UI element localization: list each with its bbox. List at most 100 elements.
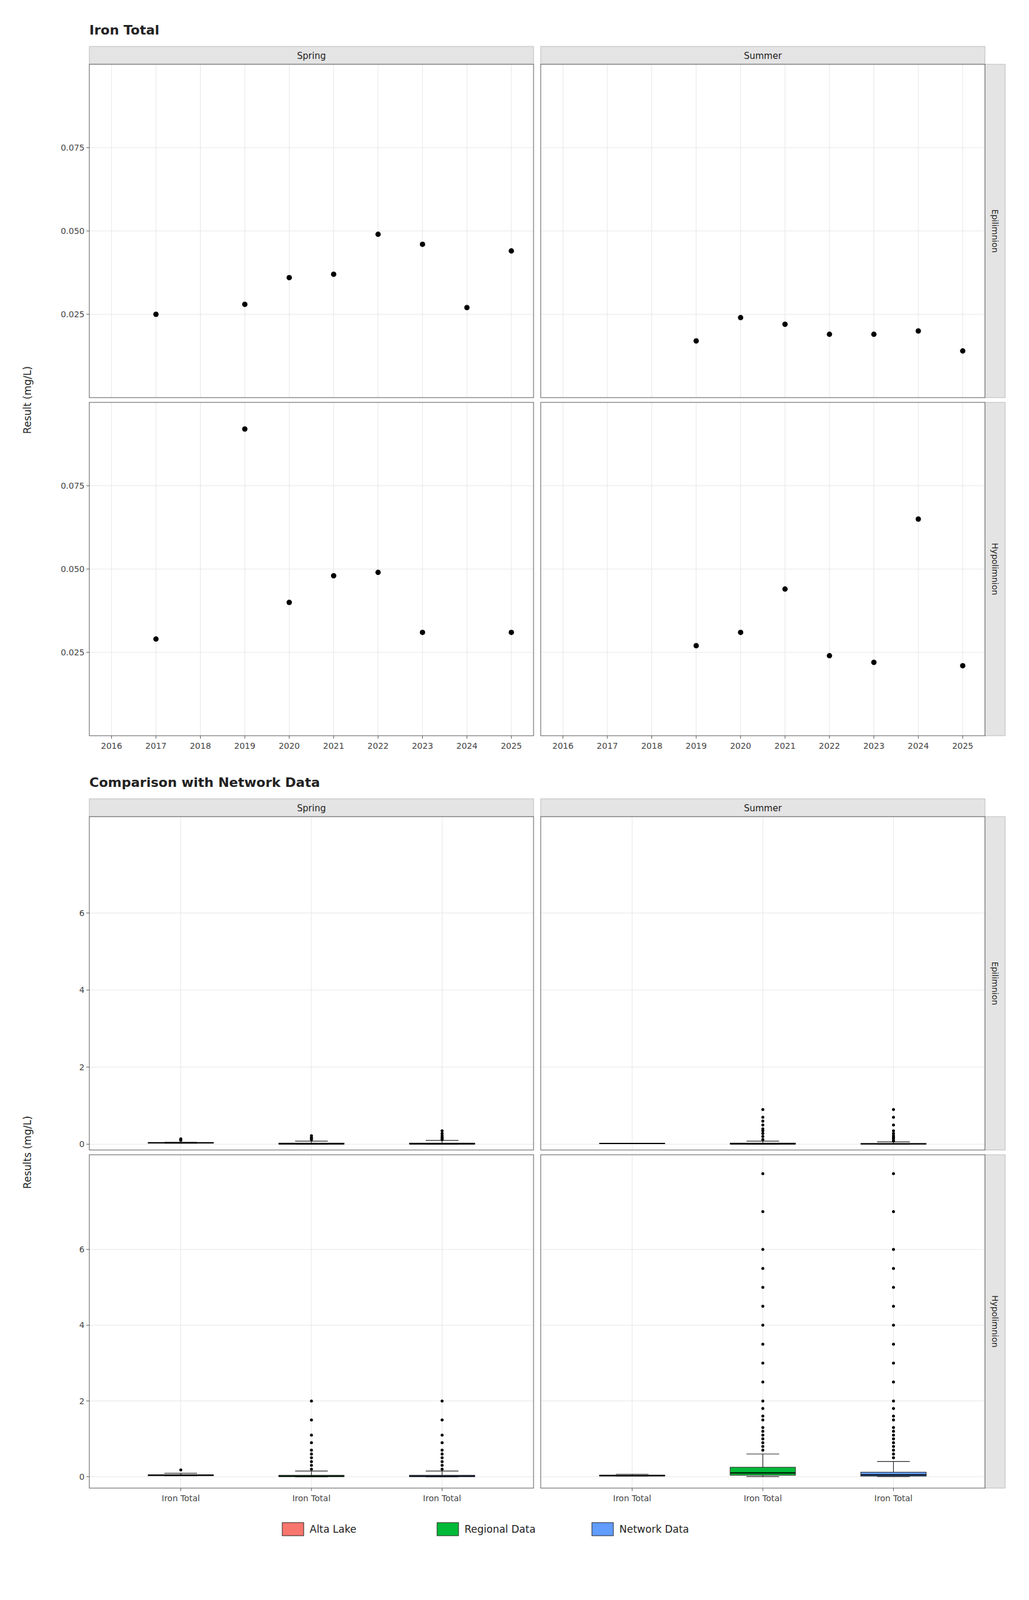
y-tick-label: 0.025: [60, 647, 85, 658]
x-tick-label: 2024: [456, 741, 478, 751]
x-tick: [651, 736, 653, 739]
x-tick: [311, 1488, 313, 1492]
grid-line: [540, 1144, 985, 1146]
scatter-point: [242, 301, 248, 308]
box-flier: [892, 1433, 896, 1437]
box-flier: [892, 1426, 896, 1430]
y-tick-label: 0.075: [60, 481, 85, 491]
chart-box: Comparison with Network DataResults (mg/…: [21, 775, 1006, 1504]
chart-root: Iron TotalResult (mg/L)SpringSummerEpili…: [0, 0, 1029, 1600]
box: [730, 1108, 796, 1146]
x-tick: [466, 736, 468, 739]
box-median: [861, 1143, 927, 1146]
grid-line: [244, 64, 246, 398]
box-flier: [761, 1449, 765, 1453]
panel-frame: [540, 817, 985, 1151]
facet-strip: [984, 402, 1006, 737]
grid-line: [200, 402, 201, 737]
marks: [148, 1129, 476, 1145]
grid-line: [762, 817, 764, 1151]
box-median: [730, 1143, 796, 1146]
grid-line: [441, 1155, 443, 1489]
box-flier: [440, 1441, 444, 1445]
box: [278, 1399, 345, 1478]
x-tick-label: 2025: [952, 741, 974, 751]
panel: 0.0250.0500.0752016201720182019202020212…: [60, 402, 534, 751]
grid-line: [606, 402, 608, 737]
grid-line: [89, 1144, 534, 1146]
y-tick-label: 4: [79, 1320, 85, 1331]
box-flier: [761, 1380, 765, 1384]
box-flier: [440, 1460, 444, 1464]
y-tick: [86, 569, 90, 570]
scatter-point: [419, 630, 426, 636]
y-tick: [86, 1249, 90, 1251]
box-flier: [892, 1430, 896, 1434]
panel-background: [89, 817, 534, 1151]
box-body: [861, 1472, 927, 1477]
box: [278, 1134, 345, 1146]
grid-line: [180, 817, 182, 1151]
facet-column-label: Spring: [297, 803, 326, 815]
box-flier: [761, 1362, 765, 1366]
grid-line: [918, 402, 919, 737]
box-flier: [761, 1138, 765, 1142]
box-flier: [892, 1343, 896, 1347]
x-tick: [740, 736, 741, 739]
x-tick-label: 2019: [234, 741, 256, 751]
box-flier: [892, 1445, 896, 1449]
box-flier: [892, 1210, 896, 1214]
facet-strip: [984, 817, 1006, 1151]
y-tick-label: 0.050: [60, 564, 85, 575]
box: [409, 1399, 476, 1478]
box-flier: [892, 1457, 896, 1461]
x-tick-label: 2021: [774, 741, 796, 751]
box-flier: [440, 1449, 444, 1453]
x-tick: [962, 736, 963, 739]
scatter-point: [915, 328, 922, 335]
scatter-point: [693, 338, 700, 344]
whisker-high: [310, 1471, 312, 1476]
x-tick-label: 2016: [552, 741, 574, 751]
marks: [599, 1172, 927, 1477]
box-flier: [310, 1460, 314, 1464]
box-flier: [892, 1324, 896, 1328]
box-flier: [761, 1441, 765, 1445]
grid-line: [200, 64, 201, 398]
scatter-point: [959, 663, 966, 669]
scatter-point: [782, 321, 788, 327]
box-flier: [761, 1426, 765, 1430]
panel-frame: [540, 402, 985, 737]
x-tick-label: 2025: [500, 741, 523, 751]
box-body: [730, 1143, 796, 1145]
grid-line: [918, 64, 919, 398]
box: [148, 1469, 214, 1477]
x-tick-label: Iron Total: [743, 1494, 782, 1504]
box-flier: [761, 1407, 765, 1411]
box-flier: [761, 1248, 765, 1252]
y-tick-label: 4: [79, 985, 85, 996]
scatter-point: [508, 630, 514, 636]
box-flier: [440, 1468, 444, 1472]
y-tick: [86, 231, 90, 232]
grid-line: [333, 64, 335, 398]
panel-frame: [89, 64, 534, 398]
box-flier: [892, 1115, 896, 1119]
scatter-point: [286, 275, 292, 281]
x-tick: [762, 1488, 764, 1492]
box-flier: [761, 1343, 765, 1347]
box-median: [148, 1142, 214, 1144]
grid-line: [696, 64, 697, 398]
x-tick-label: 2016: [100, 741, 123, 751]
box-median: [730, 1473, 796, 1475]
x-tick-label: Iron Total: [292, 1494, 331, 1504]
cap-high: [425, 1471, 459, 1473]
panel: Iron TotalIron TotalIron Total: [540, 1155, 985, 1504]
x-tick-label: 2022: [818, 741, 841, 751]
x-tick-label: 2018: [641, 741, 663, 751]
grid-line: [155, 402, 157, 737]
box-flier: [892, 1129, 896, 1133]
cap-low: [746, 1476, 780, 1478]
y-tick-label: 0: [79, 1472, 85, 1483]
grid-line: [441, 817, 443, 1151]
